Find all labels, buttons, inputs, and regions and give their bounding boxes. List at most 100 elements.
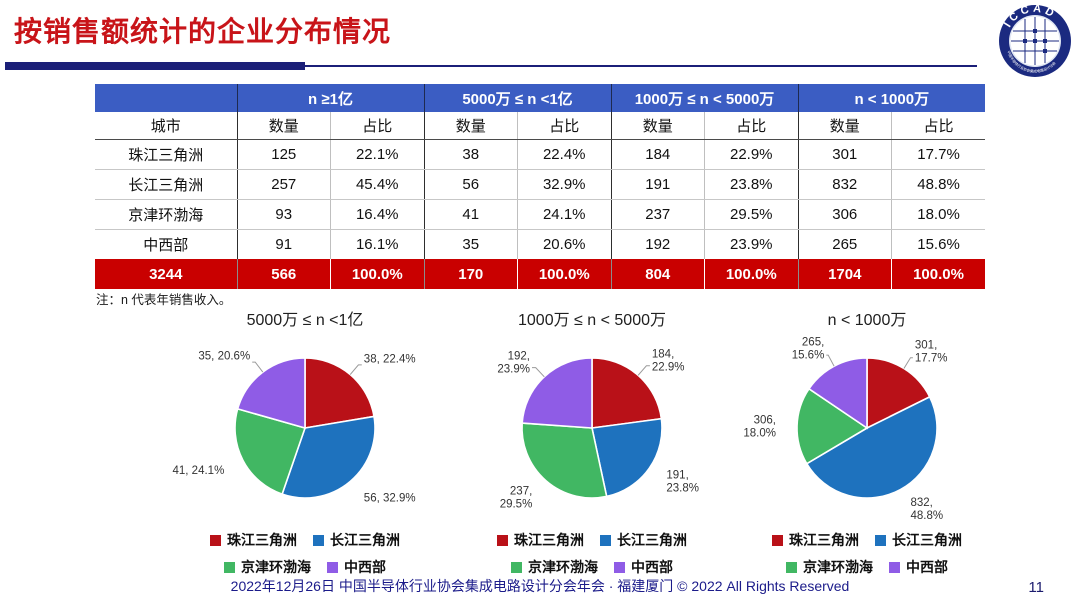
table-value-cell: 18.0% (891, 199, 986, 230)
table-value-cell: 56 (423, 169, 518, 200)
table-city-cell: 长江三角洲 (95, 169, 237, 200)
table-total-cell: 804 (610, 259, 705, 289)
table-corner-cell (95, 84, 237, 112)
pie-chart-low-range: 1000万 ≤ n < 5000万 184, 22.9% 191, 23.8% 237, 2… (442, 310, 742, 577)
legend-item-中西部: 中西部 (614, 557, 673, 577)
table-total-cell: 1704 (797, 259, 892, 289)
pie-data-label: 41, 24.1% (173, 465, 225, 477)
pie-legend: 珠江三角洲 长江三角洲京津环渤海 中西部 (155, 530, 455, 577)
pie-slice-京津环渤海 (796, 387, 869, 465)
table-value-cell: 15.6% (891, 229, 986, 259)
legend-item-中西部: 中西部 (327, 557, 386, 577)
table-city-header: 城市 (95, 112, 237, 140)
legend-swatch-icon (327, 561, 338, 573)
pie-chart-mid-range: 5000万 ≤ n <1亿 38, 22.4% 56, 32.9% 41, 24.1%… (155, 310, 455, 577)
table-subheader: 占比 (517, 112, 611, 140)
table-total-row-container: 3244 566 100.0% 170 100.0% 804 100.0% 1704 100.0… (95, 259, 986, 289)
table-total-row: 3244 566 100.0% 170 100.0% 804 100.0% 1704 100.0… (95, 259, 986, 289)
table-value-cell: 125 (236, 139, 331, 170)
pie-label-leader (252, 361, 264, 373)
pie-data-label: 35, 20.6% (198, 350, 250, 362)
pie-chart-lowest-range: n < 1000万 301, 17.7% 832, 48.8% 306, 18.0% 265,… (712, 310, 1022, 577)
legend-swatch-icon (875, 534, 886, 546)
pie-data-label: 184, 22.9% (652, 349, 685, 374)
title-underline-thin (305, 65, 977, 67)
pie-slice-中西部 (807, 357, 868, 430)
legend-label: 中西部 (344, 559, 386, 575)
legend-row: 珠江三角洲 长江三角洲 (210, 530, 400, 550)
legend-item-珠江三角洲: 珠江三角洲 (210, 530, 297, 550)
table-value-cell: 38 (423, 139, 518, 170)
iccad-logo: ICCAD 中国半导体行业协会集成电路设计分会 (999, 4, 1071, 77)
legend-item-京津环渤海: 京津环渤海 (786, 557, 873, 577)
pie-label-leader (826, 354, 835, 367)
footer-text: 2022年12月26日 中国半导体行业协会集成电路设计分会年会 · 福建厦门 ©… (230, 578, 850, 594)
pie-data-label: 306, 18.0% (743, 414, 776, 439)
legend-label: 京津环渤海 (803, 559, 873, 575)
table-total-cell: 100.0% (330, 259, 424, 289)
distribution-table-wrap: n ≥1亿 5000万 ≤ n <1亿 1000万 ≤ n < 5000万 n < 1… (95, 84, 986, 289)
pie-title: 5000万 ≤ n <1亿 (246, 312, 364, 329)
table-group-header: 5000万 ≤ n <1亿 (423, 84, 611, 112)
table-city-cell: 中西部 (143, 237, 189, 254)
table-body: 珠江三角洲 125 22.1% 38 22.4% 184 22.9% 301 17.7% 长江三角… (95, 139, 986, 259)
legend-row: 珠江三角洲 长江三角洲 (772, 530, 962, 550)
pie-slice-珠江三角洲 (304, 357, 375, 429)
table-value-cell: 24.1% (517, 199, 611, 230)
table-value-cell: 22.9% (704, 139, 799, 170)
legend-item-珠江三角洲: 珠江三角洲 (772, 530, 859, 550)
legend-item-中西部: 中西部 (889, 557, 948, 577)
table-row: 中西部 91 16.1% 35 20.6% 192 23.9% 265 15.6% (95, 229, 986, 259)
table-subheader: 占比 (330, 112, 424, 140)
table-value-cell: 22.4% (517, 139, 611, 170)
table-total-cell: 566 (236, 259, 331, 289)
pie-label-leader (532, 367, 545, 378)
pie-slice-长江三角洲 (591, 417, 663, 498)
table-city-cell: 珠江三角洲 (95, 139, 237, 170)
table-subheader: 数量 (610, 112, 705, 140)
table-value-cell: 32.9% (517, 169, 611, 200)
table-subheader-row: 城市 数量 占比 数量 占比 数量 占比 数量 占比 (95, 112, 986, 140)
table-group-header: 1000万 ≤ n < 5000万 (610, 84, 799, 112)
table-head: n ≥1亿 5000万 ≤ n <1亿 1000万 ≤ n < 5000万 n < 1… (95, 84, 986, 140)
table-subheader: 占比 (704, 112, 799, 140)
table-value-cell: 48.8% (891, 169, 986, 200)
legend-swatch-icon (600, 534, 611, 546)
pie-data-label: 192, 23.9% (497, 350, 530, 375)
legend-label: 长江三角洲 (892, 532, 962, 548)
legend-label: 长江三角洲 (617, 532, 687, 548)
legend-label: 中西部 (906, 559, 948, 575)
table-value-cell: 41 (423, 199, 518, 230)
table-value-cell: 29.5% (704, 199, 799, 230)
pie-slice-中西部 (521, 357, 593, 429)
legend-label: 长江三角洲 (330, 532, 400, 548)
logo-grid-nodes (1023, 29, 1047, 53)
legend-row: 京津环渤海 中西部 (224, 557, 386, 577)
legend-item-长江三角洲: 长江三角洲 (875, 530, 962, 550)
pie-slice-珠江三角洲 (866, 357, 931, 430)
pie-svg: 184, 22.9% 191, 23.8% 237, 29.5% 192, 23.9% (497, 349, 699, 511)
table-value-cell: 257 (236, 169, 331, 200)
legend-swatch-icon (772, 534, 783, 546)
table-value-cell: 20.6% (517, 229, 611, 259)
legend-swatch-icon (511, 561, 522, 573)
legend-row: 珠江三角洲 长江三角洲 (497, 530, 687, 550)
table-value-cell: 17.7% (891, 139, 986, 170)
pie-slice-长江三角洲 (805, 395, 938, 499)
legend-item-京津环渤海: 京津环渤海 (224, 557, 311, 577)
table-total-cell: 100.0% (517, 259, 611, 289)
table-value-cell: 237 (610, 199, 705, 230)
table-subheader: 占比 (891, 112, 986, 140)
legend-swatch-icon (313, 534, 324, 546)
pie-data-label: 237, 29.5% (500, 486, 533, 511)
pie-data-label: 301, 17.7% (915, 340, 948, 365)
legend-item-珠江三角洲: 珠江三角洲 (497, 530, 584, 550)
table-row: 京津环渤海 93 16.4% 41 24.1% 237 29.5% 306 18.0% (95, 199, 986, 230)
table-value-cell: 93 (236, 199, 331, 230)
pie-svg: 301, 17.7% 832, 48.8% 306, 18.0% 265, 15.6% (743, 337, 948, 522)
table-value-cell: 301 (797, 139, 892, 170)
table-total-label: 3244 (95, 259, 237, 289)
pie-slice-中西部 (236, 357, 306, 430)
legend-item-长江三角洲: 长江三角洲 (600, 530, 687, 550)
